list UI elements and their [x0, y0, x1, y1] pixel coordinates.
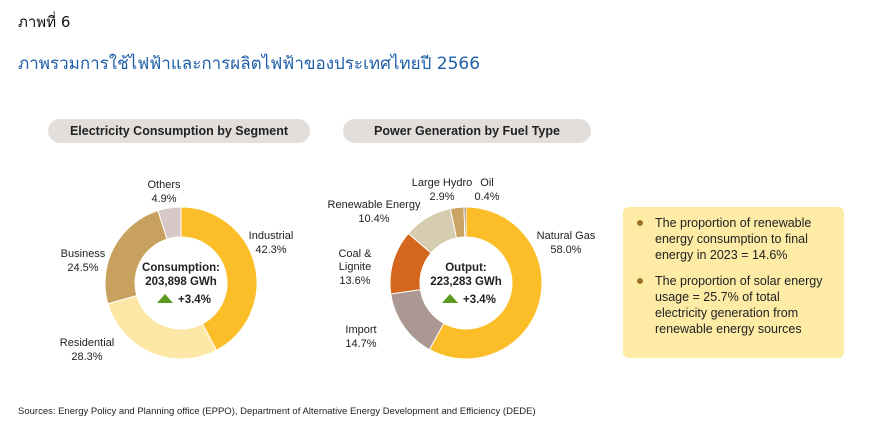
up-arrow-icon — [157, 294, 173, 303]
key-fact-text: The proportion of solar energy usage = 2… — [655, 274, 823, 336]
consumption-center-change: +3.4% — [178, 294, 211, 306]
consumption-chart-title: Electricity Consumption by Segment — [48, 119, 310, 143]
key-fact-item: The proportion of solar energy usage = 2… — [635, 273, 834, 337]
label-coal-lignite-name-2: Lignite — [339, 261, 371, 273]
consumption-center-value: 203,898 GWh — [145, 276, 217, 288]
label-others-name: Others — [147, 179, 181, 191]
label-renewable-value: 10.4% — [358, 213, 389, 225]
consumption-center-label: Consumption: — [142, 262, 220, 274]
label-oil-value: 0.4% — [474, 191, 499, 203]
generation-center-change: +3.4% — [463, 294, 496, 306]
label-residential-value: 28.3% — [71, 351, 102, 363]
bullet-icon — [637, 278, 643, 284]
up-arrow-icon — [442, 294, 458, 303]
key-fact-item: The proportion of renewable energy consu… — [635, 215, 834, 263]
consumption-donut — [104, 206, 258, 360]
label-industrial-value: 42.3% — [255, 244, 286, 256]
key-facts-box: The proportion of renewable energy consu… — [623, 207, 844, 358]
label-renewable-name: Renewable Energy — [328, 199, 421, 211]
label-coal-lignite-value: 13.6% — [339, 275, 370, 287]
donut-slice-industrial — [180, 206, 258, 351]
label-business-name: Business — [61, 248, 106, 260]
label-others-value: 4.9% — [151, 193, 176, 205]
donut-slice-business — [104, 209, 168, 305]
label-import-value: 14.7% — [345, 338, 376, 350]
label-coal-lignite-name-1: Coal & — [338, 248, 372, 260]
bullet-icon — [637, 220, 643, 226]
label-import-name: Import — [345, 324, 376, 336]
label-oil-name: Oil — [480, 177, 493, 189]
generation-center-label: Output: — [445, 262, 487, 274]
source-note: Sources: Energy Policy and Planning offi… — [18, 406, 536, 417]
figure-label: ภาพที่ 6 — [18, 13, 71, 31]
donut-slice-natural-gas — [428, 206, 543, 360]
label-business-value: 24.5% — [67, 262, 98, 274]
label-natural-gas-value: 58.0% — [550, 244, 581, 256]
label-large-hydro-name: Large Hydro — [412, 177, 473, 189]
generation-donut — [389, 206, 543, 360]
label-residential-name: Residential — [60, 337, 114, 349]
key-fact-text: The proportion of renewable energy consu… — [655, 216, 812, 262]
label-natural-gas-name: Natural Gas — [537, 230, 596, 242]
generation-chart-title: Power Generation by Fuel Type — [343, 119, 591, 143]
label-large-hydro-value: 2.9% — [429, 191, 454, 203]
label-industrial-name: Industrial — [249, 230, 294, 242]
generation-center-value: 223,283 GWh — [430, 276, 502, 288]
donut-slice-others — [157, 206, 182, 240]
donut-slice-oil — [463, 206, 467, 238]
page-title: ภาพรวมการใช้ไฟฟ้าและการผลิตไฟฟ้าของประเท… — [18, 54, 481, 74]
